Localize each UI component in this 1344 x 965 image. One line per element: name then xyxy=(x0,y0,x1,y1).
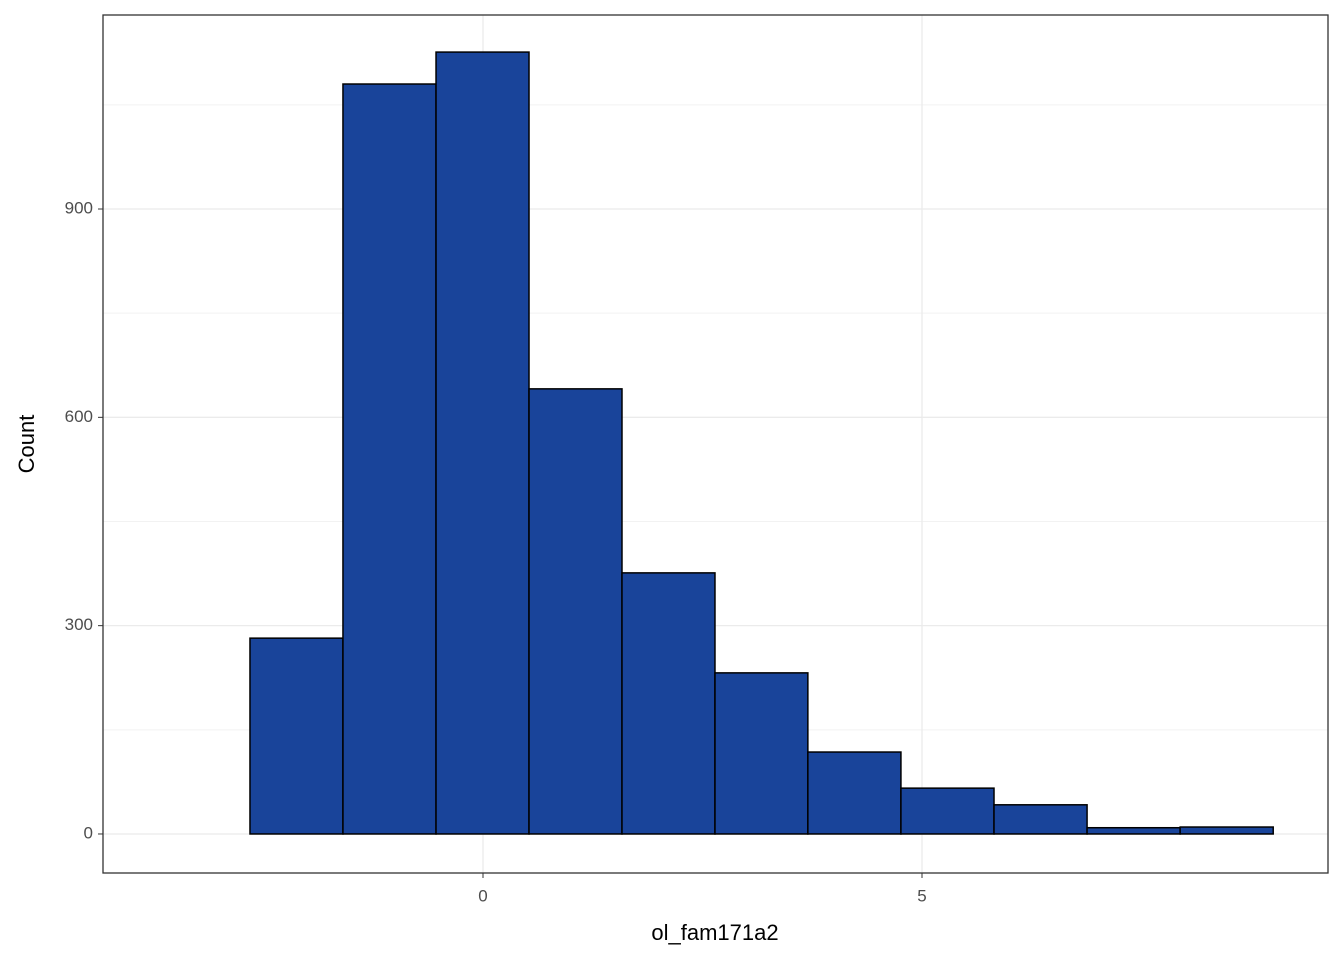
x-tick-label: 0 xyxy=(478,886,487,905)
bar xyxy=(993,804,1088,835)
x-axis-title: ol_fam171a2 xyxy=(651,920,778,945)
bar xyxy=(249,637,344,835)
y-tick-label: 0 xyxy=(84,823,93,842)
bar xyxy=(714,672,809,835)
bar xyxy=(621,572,716,835)
bar xyxy=(900,787,995,835)
bar xyxy=(342,83,437,835)
bar xyxy=(528,388,623,835)
panel-border xyxy=(102,14,1329,874)
x-tick-label: 5 xyxy=(917,886,926,905)
bar xyxy=(1086,826,1181,835)
y-axis-title: Count xyxy=(14,415,39,474)
y-tick-label: 600 xyxy=(65,407,93,426)
y-tick-label: 900 xyxy=(65,198,93,217)
y-tick-label: 300 xyxy=(65,615,93,634)
bar xyxy=(1179,826,1274,835)
bar xyxy=(435,51,530,835)
bar xyxy=(807,751,902,835)
